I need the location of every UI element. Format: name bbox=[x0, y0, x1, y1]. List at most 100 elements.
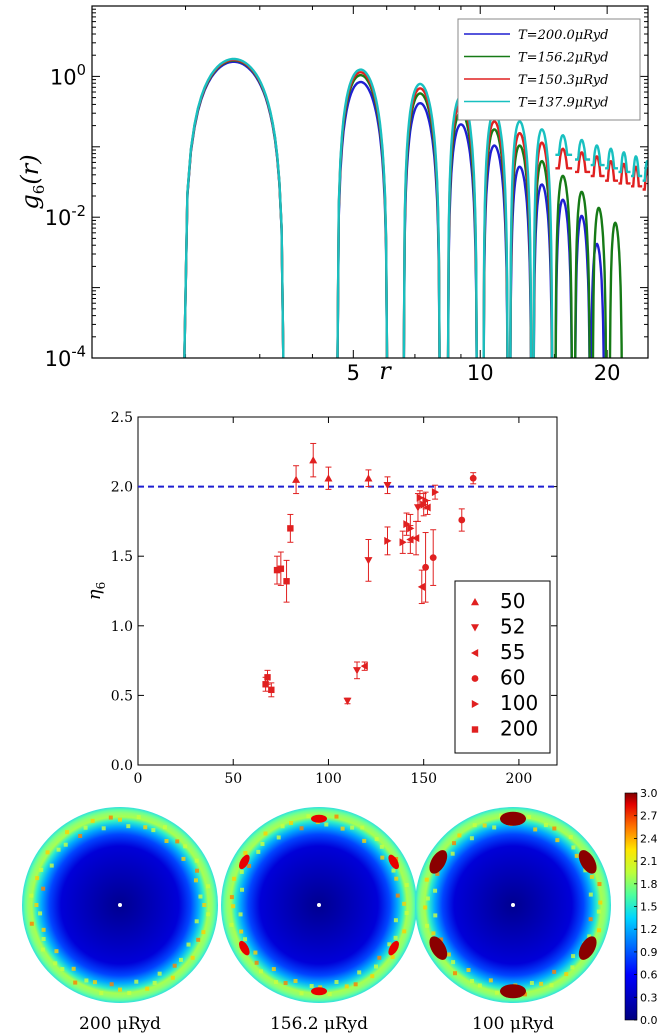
ring-speckle bbox=[446, 952, 451, 957]
density-hotspot bbox=[311, 987, 327, 996]
ring-speckle bbox=[587, 934, 592, 939]
heatmap-panel-0 bbox=[22, 807, 218, 1003]
ring-speckle bbox=[136, 815, 141, 820]
ring-speckle bbox=[457, 833, 462, 838]
series-line-3-peak-10 bbox=[605, 147, 618, 170]
panel-label: 156.2 μRyd bbox=[270, 1014, 368, 1034]
ring-speckle bbox=[56, 847, 61, 852]
ring-speckle bbox=[589, 874, 594, 879]
y-tick-label: 10-2 bbox=[45, 203, 86, 230]
ring-speckle bbox=[393, 935, 398, 940]
ring-speckle bbox=[175, 839, 180, 844]
ring-speckle bbox=[350, 825, 355, 830]
ring-speckle bbox=[127, 990, 132, 995]
ring-speckle bbox=[229, 922, 234, 927]
ring-speckle bbox=[450, 851, 455, 856]
colorbar-tick-label: 0.6 bbox=[640, 969, 658, 982]
data-point bbox=[383, 482, 392, 490]
ring-speckle bbox=[186, 942, 191, 947]
ring-speckle bbox=[379, 844, 384, 849]
ring-speckle bbox=[71, 966, 76, 971]
ring-speckle bbox=[492, 825, 497, 830]
ring-speckle bbox=[452, 841, 457, 846]
ring-speckle bbox=[34, 903, 39, 907]
ring-speckle bbox=[431, 931, 436, 936]
density-hotspot bbox=[578, 936, 597, 960]
ring-speckle bbox=[391, 868, 396, 873]
heatmap-panel-2 bbox=[415, 807, 611, 1003]
ring-speckle bbox=[533, 827, 538, 832]
colorbar-tick-label: 0.3 bbox=[640, 991, 658, 1004]
series-line-3-peak-6 bbox=[532, 128, 554, 358]
series-line-2-peak-11 bbox=[618, 162, 631, 185]
y-tick-label: 1.5 bbox=[111, 549, 133, 565]
ring-speckle bbox=[522, 992, 527, 997]
ring-speckle bbox=[395, 893, 400, 898]
ring-speckle bbox=[83, 825, 88, 830]
ring-speckle bbox=[424, 877, 429, 882]
colorbar-tick-label: 0.0 bbox=[640, 1014, 658, 1027]
ring-speckle bbox=[253, 950, 258, 955]
density-hotspot bbox=[429, 850, 448, 874]
legend-entry-label: 200 bbox=[500, 717, 538, 741]
ring-speckle bbox=[109, 982, 114, 987]
ring-speckle bbox=[439, 937, 444, 942]
ring-speckle bbox=[183, 844, 188, 849]
colorbar-tick-label: 2.7 bbox=[640, 810, 658, 823]
ring-speckle bbox=[201, 930, 206, 935]
series-line-2-peak-8 bbox=[575, 151, 591, 174]
ring-speckle bbox=[193, 878, 198, 883]
ring-speckle bbox=[60, 967, 65, 972]
series-line-3-peak-13 bbox=[642, 159, 648, 182]
ring-speckle bbox=[334, 979, 339, 984]
ring-speckle bbox=[306, 814, 311, 819]
legend-entry-label: T=200.0μRyd bbox=[518, 28, 608, 43]
ring-speckle bbox=[202, 903, 207, 907]
x-tick-label: 150 bbox=[410, 771, 437, 787]
ring-speckle bbox=[108, 815, 113, 820]
colorbar-tick-label: 1.5 bbox=[640, 901, 658, 914]
legend-box bbox=[454, 580, 551, 754]
ring-speckle bbox=[198, 894, 203, 899]
ring-speckle bbox=[229, 895, 234, 900]
scatter-series-50 bbox=[292, 442, 373, 495]
ring-speckle bbox=[239, 869, 244, 874]
ring-speckle bbox=[29, 893, 34, 898]
series-line-3-peak-4 bbox=[482, 110, 509, 358]
ring-speckle bbox=[568, 835, 573, 840]
ring-speckle bbox=[280, 824, 285, 829]
ring-speckle bbox=[598, 900, 603, 905]
ring-speckle bbox=[35, 876, 40, 881]
ring-speckle bbox=[49, 863, 54, 868]
density-hotspot bbox=[239, 854, 250, 870]
density-hotspot bbox=[239, 940, 250, 956]
center-dot bbox=[118, 903, 122, 907]
ring-speckle bbox=[260, 841, 265, 846]
legend-marker bbox=[471, 649, 479, 657]
ring-speckle bbox=[172, 963, 177, 968]
ring-speckle bbox=[118, 817, 122, 822]
ring-speckle bbox=[101, 826, 106, 831]
legend-entry-label: 50 bbox=[500, 589, 525, 613]
ring-speckle bbox=[362, 838, 367, 843]
data-point bbox=[353, 667, 362, 675]
ring-speckle bbox=[194, 858, 199, 863]
data-point bbox=[399, 538, 407, 547]
ring-speckle bbox=[482, 823, 487, 828]
ring-speckle bbox=[247, 863, 252, 868]
eta6-plot-frame bbox=[137, 416, 558, 766]
series-3 bbox=[183, 57, 648, 358]
ring-speckle bbox=[73, 980, 78, 985]
legend-marker bbox=[471, 700, 479, 708]
ring-speckle bbox=[206, 884, 211, 889]
ring-speckle bbox=[164, 838, 169, 843]
ring-speckle bbox=[583, 868, 588, 873]
data-point bbox=[264, 674, 271, 681]
eta6-ticks bbox=[137, 416, 557, 766]
density-hotspot bbox=[429, 936, 448, 960]
ring-speckle bbox=[38, 911, 43, 916]
ring-speckle bbox=[588, 917, 593, 922]
ring-speckle bbox=[84, 978, 89, 983]
ring-speckle bbox=[299, 826, 304, 831]
legend-entry-label: 55 bbox=[500, 640, 525, 664]
